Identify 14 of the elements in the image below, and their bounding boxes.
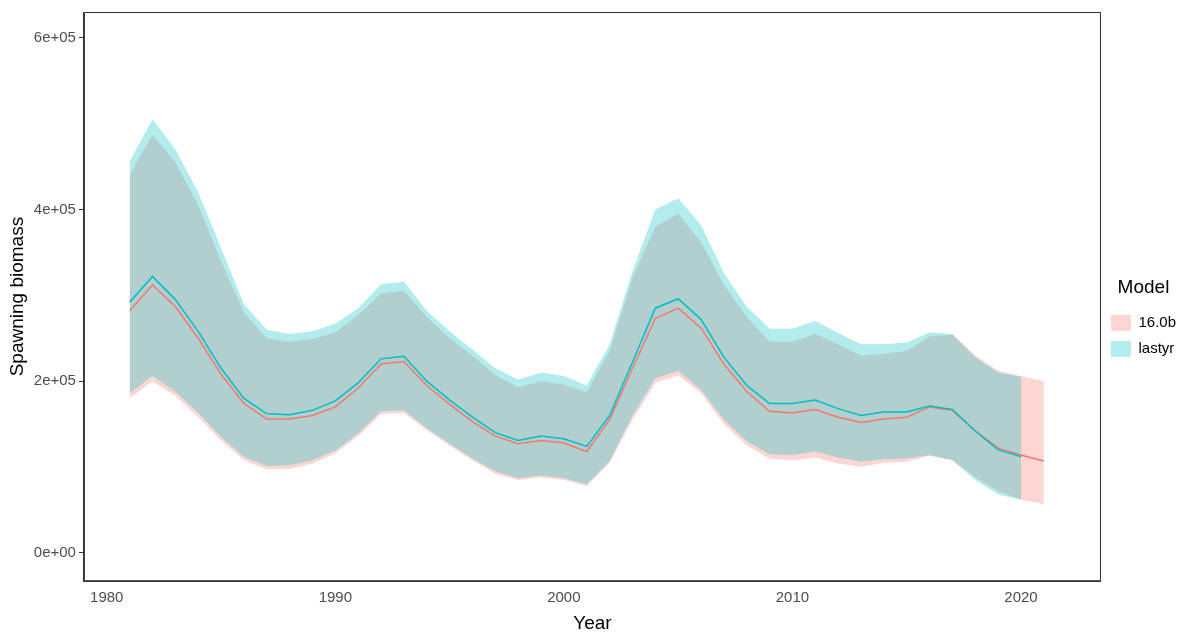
y-tick-label: 2e+05	[33, 371, 76, 389]
x-tick-label: 2000	[547, 588, 581, 606]
x-tick-label: 2010	[775, 588, 810, 606]
x-axis-title: Year	[573, 611, 613, 633]
y-tick-label: 0e+00	[33, 543, 76, 561]
legend-label: lastyr	[1138, 339, 1175, 357]
y-tick-label: 4e+05	[33, 199, 76, 217]
legend-label: 16.0b	[1138, 313, 1177, 331]
x-tick-label: 1990	[318, 588, 353, 606]
y-tick-label: 6e+05	[33, 27, 76, 45]
y-axis-title: Spawning biomass	[5, 216, 27, 377]
x-tick-label: 1980	[90, 588, 124, 606]
x-tick-label: 2020	[1004, 588, 1038, 606]
legend-title: Model	[1117, 275, 1170, 297]
